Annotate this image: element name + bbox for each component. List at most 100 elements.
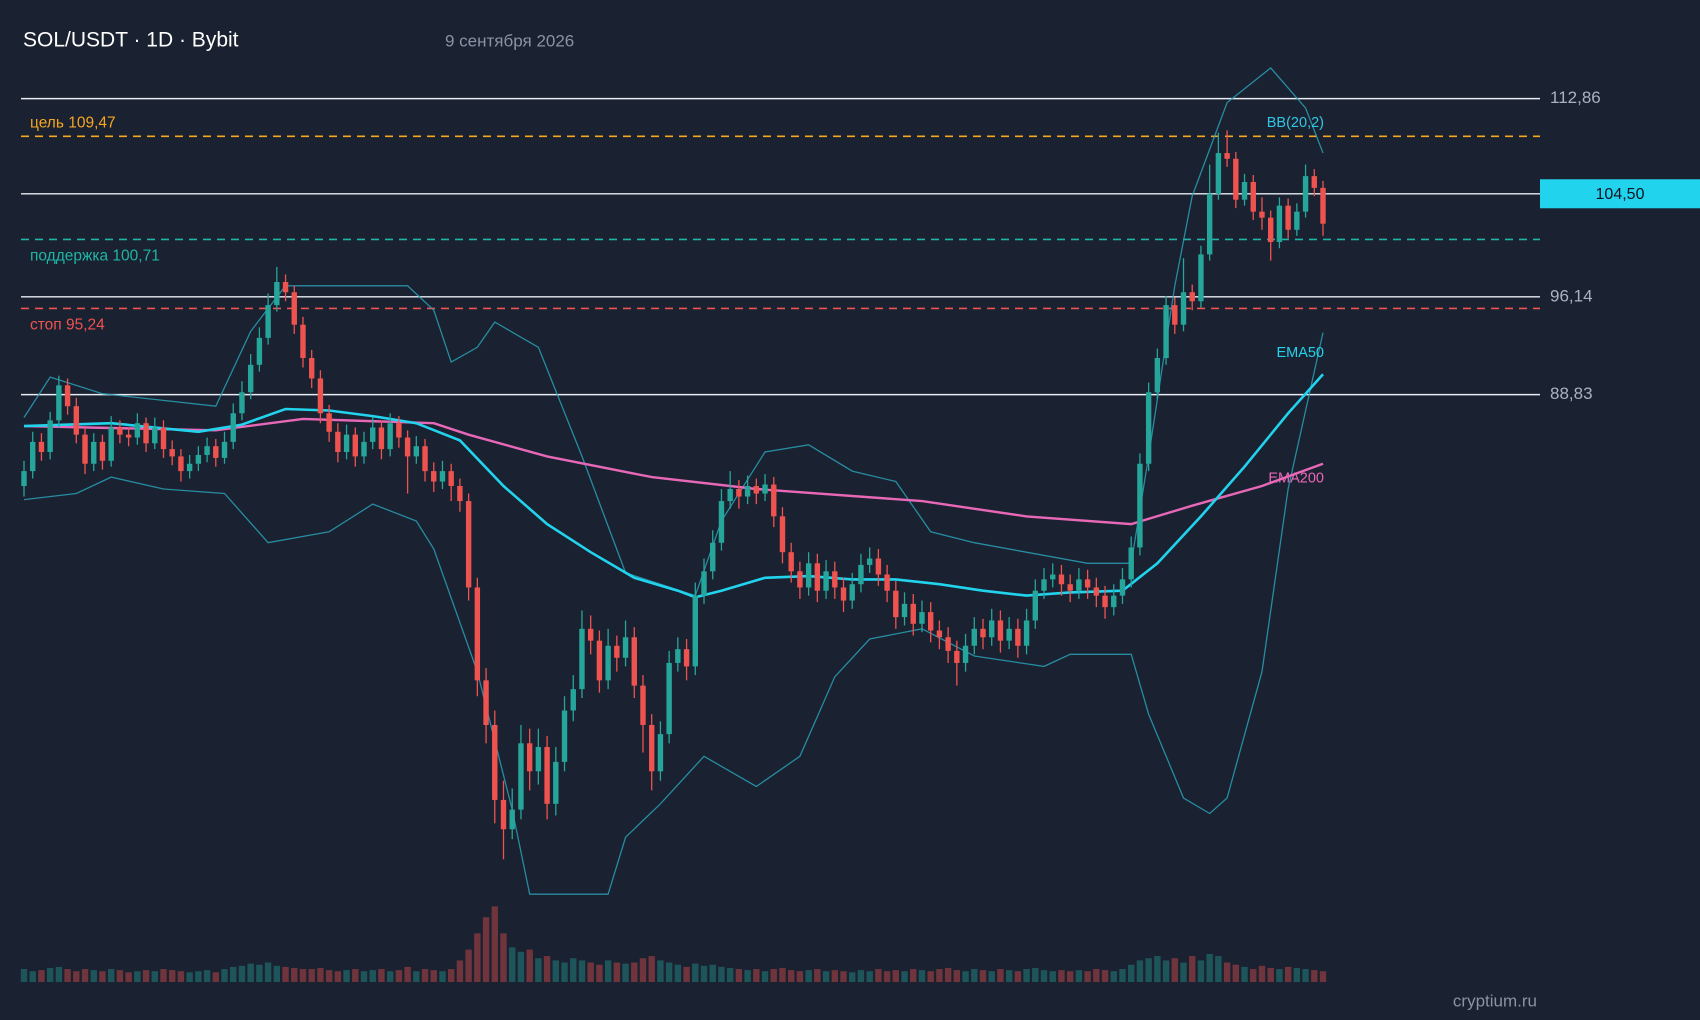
candle-body [1285, 205, 1291, 230]
trade-level-label: цель 109,47 [30, 114, 116, 131]
trade-level-label: стоп 95,24 [30, 317, 105, 334]
candle-body [291, 292, 297, 325]
candle-body [997, 620, 1004, 641]
volume-bar [386, 971, 394, 982]
volume-bar [805, 970, 812, 982]
candle-body [169, 449, 175, 457]
candle-body [1180, 292, 1187, 325]
candle-body [1006, 628, 1012, 641]
candle-body [866, 558, 873, 565]
candle-body [91, 441, 97, 464]
volume-bar [700, 965, 708, 982]
volume-bar [770, 969, 777, 982]
volume-bar [1110, 971, 1117, 982]
volume-bar [822, 971, 830, 982]
volume-bar [195, 971, 202, 982]
volume-bar [465, 949, 472, 982]
candle-body [47, 420, 53, 453]
volume-bar [378, 969, 385, 982]
volume-bar [570, 958, 577, 982]
candle-body [99, 441, 106, 461]
volume-bar [500, 933, 507, 982]
volume-bar [55, 966, 63, 982]
candle-body [980, 628, 986, 638]
candle-body [771, 484, 777, 517]
candle-body [1119, 579, 1126, 596]
candle-body [927, 612, 934, 631]
candle-body [213, 446, 219, 458]
candle-body [370, 427, 376, 442]
volume-bar [160, 969, 167, 982]
candle-body [195, 454, 202, 464]
volume-bar [90, 970, 97, 982]
volume-bar [107, 969, 115, 982]
candle-body [849, 584, 855, 601]
candle-body [901, 603, 908, 618]
volume-bar [814, 969, 821, 982]
volume-bar [151, 971, 158, 982]
volume-bar [238, 965, 246, 982]
candle-body [1215, 153, 1222, 194]
volume-bar [134, 971, 141, 982]
trade-level-label: поддержка 100,71 [30, 248, 160, 265]
volume-bar [404, 966, 411, 982]
candle-body [230, 413, 236, 442]
volume-bar [64, 969, 71, 982]
volume-bar [596, 964, 603, 982]
watermark: cryptium.ru [1453, 991, 1537, 1010]
volume-bar [718, 966, 725, 982]
candle-body [38, 441, 45, 453]
candle-body [160, 427, 167, 450]
volume-bar [517, 951, 525, 982]
candle-body [989, 620, 995, 638]
candle-body [762, 484, 768, 494]
volume-bar [1189, 956, 1196, 982]
volume-bar [439, 971, 446, 982]
candle-body [343, 434, 350, 453]
volume-bar [735, 969, 743, 982]
candle-body [1067, 584, 1073, 591]
volume-bar [622, 963, 629, 982]
volume-bar [1258, 965, 1266, 982]
candle-body [779, 516, 786, 553]
volume-bar [552, 960, 560, 982]
candle-body [675, 649, 681, 663]
volume-bar [1014, 971, 1022, 982]
candle-body [457, 486, 463, 502]
indicator-line [23, 332, 1324, 895]
volume-bar [936, 969, 943, 982]
candle-body [352, 434, 358, 457]
volume-bar [892, 970, 900, 982]
candle-body [1302, 176, 1309, 212]
volume-bar [726, 967, 734, 982]
candle-body [579, 628, 585, 690]
volume-bar [1319, 971, 1327, 982]
volume-bar [883, 971, 891, 982]
volume-bar [20, 969, 28, 982]
volume-bar [988, 971, 995, 982]
volume-bar [613, 962, 621, 982]
candle-body [1032, 590, 1039, 621]
volume-bar [474, 933, 481, 982]
volume-bar [1267, 967, 1274, 982]
volume-bar [291, 967, 298, 982]
volume-bar [753, 969, 760, 982]
volume-bar [875, 969, 882, 982]
candle-body [736, 489, 742, 497]
volume-bar [657, 960, 664, 982]
volume-bar [683, 966, 690, 982]
volume-bar [264, 962, 272, 982]
candle-body [500, 799, 507, 830]
candle-body [718, 501, 725, 543]
volume-bar [1250, 969, 1257, 982]
candle-body [518, 743, 524, 810]
volume-bar [1093, 969, 1100, 982]
candle-body [553, 761, 559, 804]
candle-body [1250, 181, 1256, 212]
volume-bar [840, 971, 847, 982]
candle-body [570, 689, 576, 711]
volume-bar [535, 958, 542, 982]
current-price-label: 104,50 [1596, 186, 1645, 203]
candle-body [186, 463, 193, 472]
candle-body [710, 542, 716, 572]
